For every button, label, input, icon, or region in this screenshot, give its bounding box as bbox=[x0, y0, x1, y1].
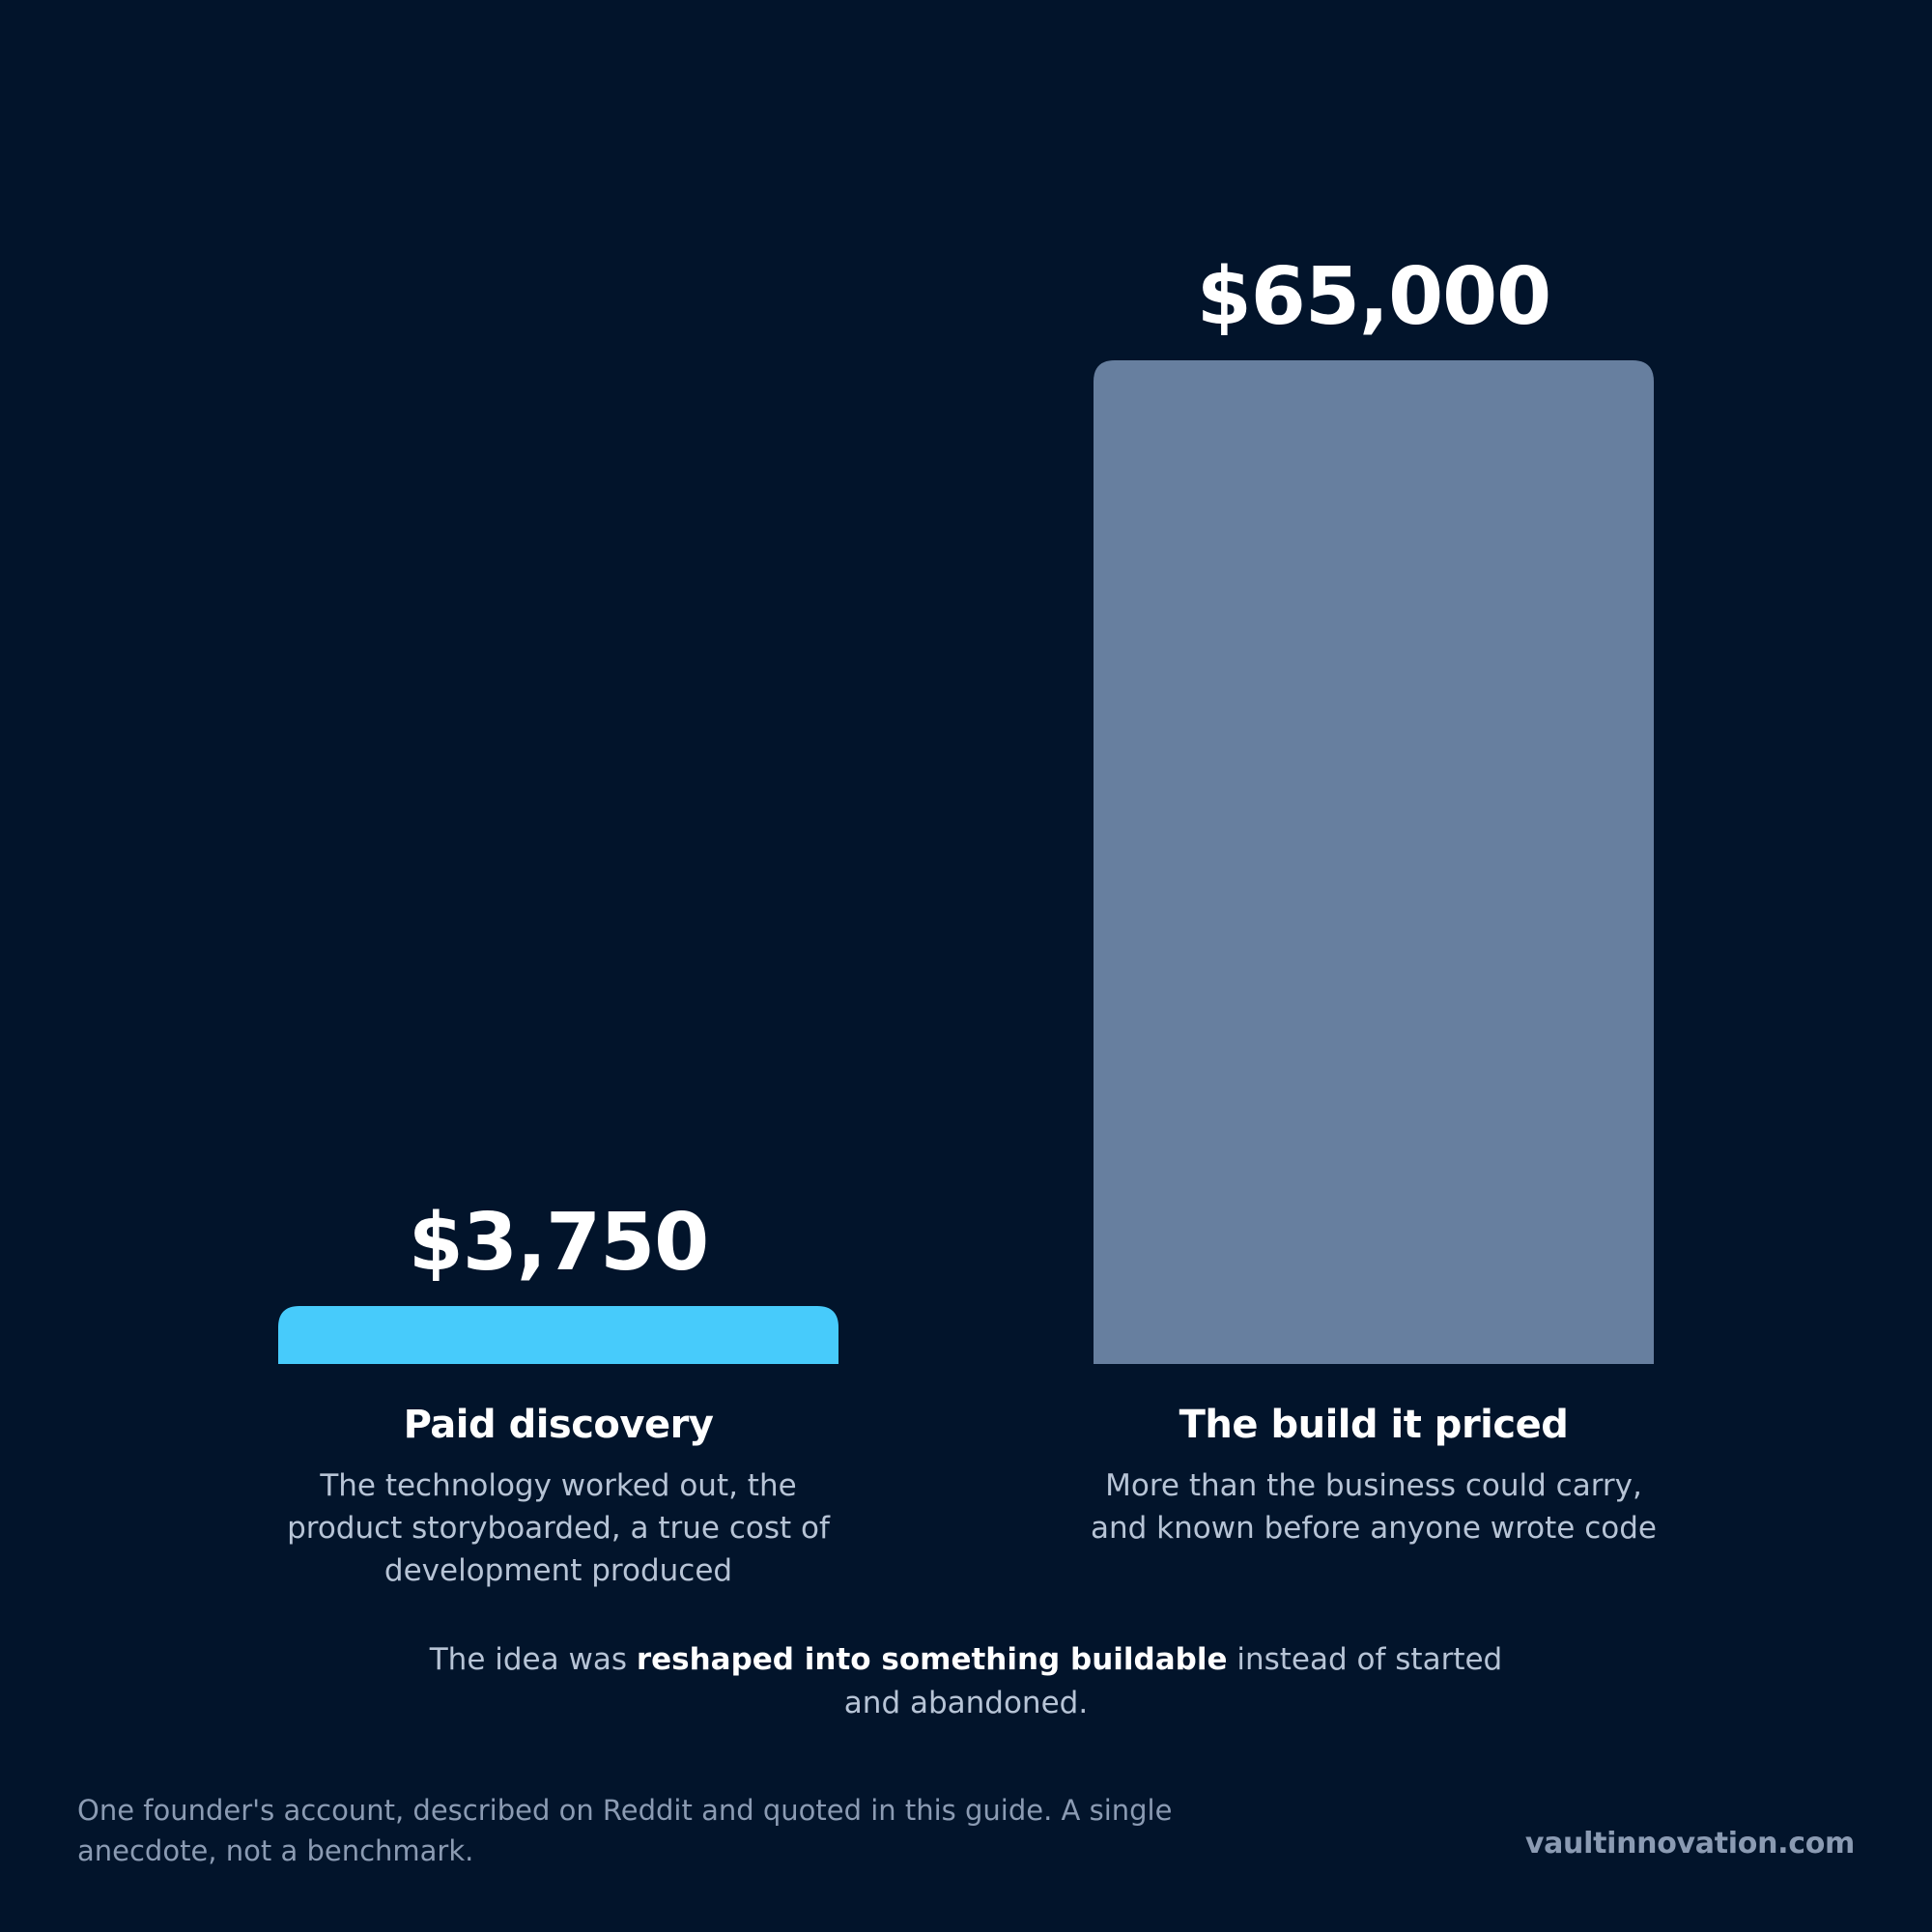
summary-text: The idea was reshaped into something bui… bbox=[406, 1638, 1526, 1725]
summary-emphasis: reshaped into something buildable bbox=[636, 1642, 1228, 1677]
category-description-build-priced: More than the business could carry, bbox=[1105, 1468, 1642, 1503]
value-label-paid-discovery: $3,750 bbox=[409, 1197, 708, 1289]
summary-before: The idea was bbox=[429, 1642, 637, 1677]
summary-after: instead of started and abandoned. bbox=[843, 1642, 1503, 1720]
category-description-paid-discovery: The technology worked out, the bbox=[319, 1468, 796, 1503]
bar-build-priced bbox=[1094, 360, 1654, 1364]
category-description-paid-discovery: product storyboarded, a true cost of bbox=[287, 1511, 831, 1546]
category-description-paid-discovery: development produced bbox=[384, 1553, 732, 1588]
category-label-build-priced: The build it priced bbox=[1179, 1403, 1569, 1447]
brand-domain: vaultinnovation.com bbox=[1524, 1827, 1855, 1861]
category-label-paid-discovery: Paid discovery bbox=[404, 1403, 714, 1447]
category-description-build-priced: and known before anyone wrote code bbox=[1091, 1511, 1657, 1546]
bar-paid-discovery bbox=[278, 1306, 838, 1364]
source-footnote: One founder's account, described on Redd… bbox=[77, 1794, 1173, 1867]
value-label-build-priced: $65,000 bbox=[1197, 251, 1550, 343]
